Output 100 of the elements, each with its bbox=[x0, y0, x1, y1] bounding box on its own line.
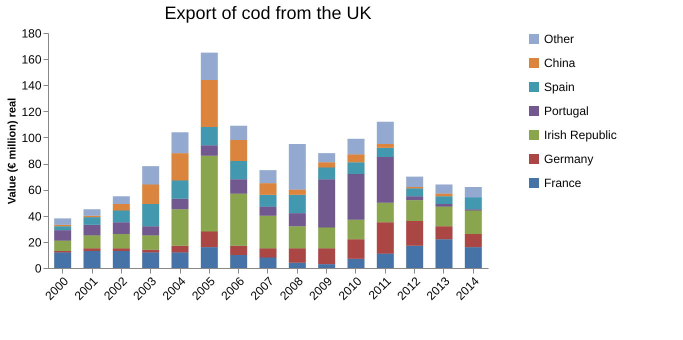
bar bbox=[348, 138, 364, 154]
bar bbox=[200, 156, 218, 232]
bar bbox=[288, 248, 306, 263]
bar bbox=[260, 248, 276, 258]
bar bbox=[464, 198, 482, 210]
bar bbox=[172, 132, 188, 154]
bar bbox=[318, 228, 336, 248]
y-tick-label: 180 bbox=[21, 26, 42, 40]
bar bbox=[172, 153, 188, 181]
bar bbox=[376, 148, 394, 158]
bar bbox=[436, 206, 452, 226]
bar bbox=[112, 222, 130, 234]
bar bbox=[348, 162, 364, 174]
bar bbox=[230, 179, 248, 194]
bar bbox=[406, 176, 424, 188]
bar bbox=[406, 196, 424, 200]
y-tick-label: 160 bbox=[21, 52, 42, 67]
bar bbox=[260, 170, 276, 184]
bar bbox=[230, 194, 248, 246]
legend-label: Spain bbox=[544, 80, 575, 94]
bar bbox=[142, 204, 160, 226]
y-tick-label: 40 bbox=[28, 209, 42, 224]
bar bbox=[318, 248, 336, 264]
bar bbox=[230, 246, 248, 255]
legend-label: Portugal bbox=[544, 104, 589, 118]
bar bbox=[112, 204, 130, 211]
bar bbox=[348, 174, 364, 220]
bar bbox=[318, 179, 336, 228]
bar bbox=[84, 248, 100, 252]
bar bbox=[112, 248, 130, 252]
bar bbox=[230, 160, 248, 180]
bar bbox=[376, 202, 394, 222]
bar bbox=[288, 194, 306, 214]
bar bbox=[406, 221, 424, 246]
bar bbox=[464, 210, 482, 234]
bar bbox=[200, 80, 218, 127]
bar bbox=[318, 167, 336, 180]
bar bbox=[260, 194, 276, 207]
bar bbox=[200, 127, 218, 146]
bar bbox=[436, 226, 452, 240]
bar bbox=[260, 183, 276, 195]
bar bbox=[84, 217, 100, 225]
bar bbox=[464, 247, 482, 268]
legend-label: China bbox=[544, 56, 576, 70]
bar bbox=[142, 226, 160, 236]
bar bbox=[172, 246, 188, 252]
bar bbox=[230, 140, 248, 161]
bar bbox=[406, 246, 424, 268]
bar bbox=[84, 209, 100, 216]
bar bbox=[406, 200, 424, 221]
bar bbox=[54, 230, 72, 241]
bar bbox=[230, 126, 248, 140]
bar bbox=[288, 226, 306, 248]
bar bbox=[84, 235, 100, 248]
y-tick-label: 20 bbox=[28, 235, 42, 250]
chart-title: Export of cod from the UK bbox=[164, 3, 372, 23]
bar bbox=[200, 247, 218, 268]
bar bbox=[260, 216, 276, 248]
bar bbox=[142, 235, 160, 250]
bar bbox=[112, 210, 130, 222]
bar bbox=[376, 222, 394, 254]
bar bbox=[84, 251, 100, 268]
bar bbox=[54, 226, 72, 230]
bar bbox=[260, 258, 276, 268]
bar bbox=[348, 258, 364, 268]
bar bbox=[200, 231, 218, 248]
bar bbox=[348, 239, 364, 259]
bar bbox=[464, 187, 482, 198]
bar bbox=[112, 234, 130, 248]
y-tick-label: 100 bbox=[21, 130, 42, 145]
bar bbox=[172, 252, 188, 268]
legend-label: Irish Republic bbox=[544, 128, 617, 142]
bar bbox=[230, 254, 248, 268]
bar bbox=[142, 252, 160, 268]
bar bbox=[84, 224, 100, 236]
bar bbox=[376, 157, 394, 203]
bar bbox=[376, 122, 394, 144]
bar bbox=[200, 52, 218, 80]
bar bbox=[464, 234, 482, 248]
bar bbox=[172, 180, 188, 199]
bar bbox=[318, 264, 336, 268]
bar bbox=[112, 196, 130, 204]
bar bbox=[406, 188, 424, 196]
bar bbox=[172, 209, 188, 246]
bar bbox=[54, 252, 72, 268]
bar bbox=[436, 194, 452, 196]
bar bbox=[54, 218, 72, 225]
bar bbox=[288, 262, 306, 268]
bar bbox=[376, 144, 394, 148]
bar bbox=[348, 154, 364, 162]
bar bbox=[318, 162, 336, 168]
bar bbox=[436, 184, 452, 194]
y-tick-label: 0 bbox=[34, 262, 42, 276]
bar bbox=[318, 153, 336, 162]
bar bbox=[54, 240, 72, 252]
y-tick-label: 60 bbox=[28, 183, 42, 198]
bar bbox=[288, 213, 306, 226]
legend-label: France bbox=[544, 176, 582, 190]
legend-label: Other bbox=[544, 32, 574, 46]
bar bbox=[436, 239, 452, 268]
